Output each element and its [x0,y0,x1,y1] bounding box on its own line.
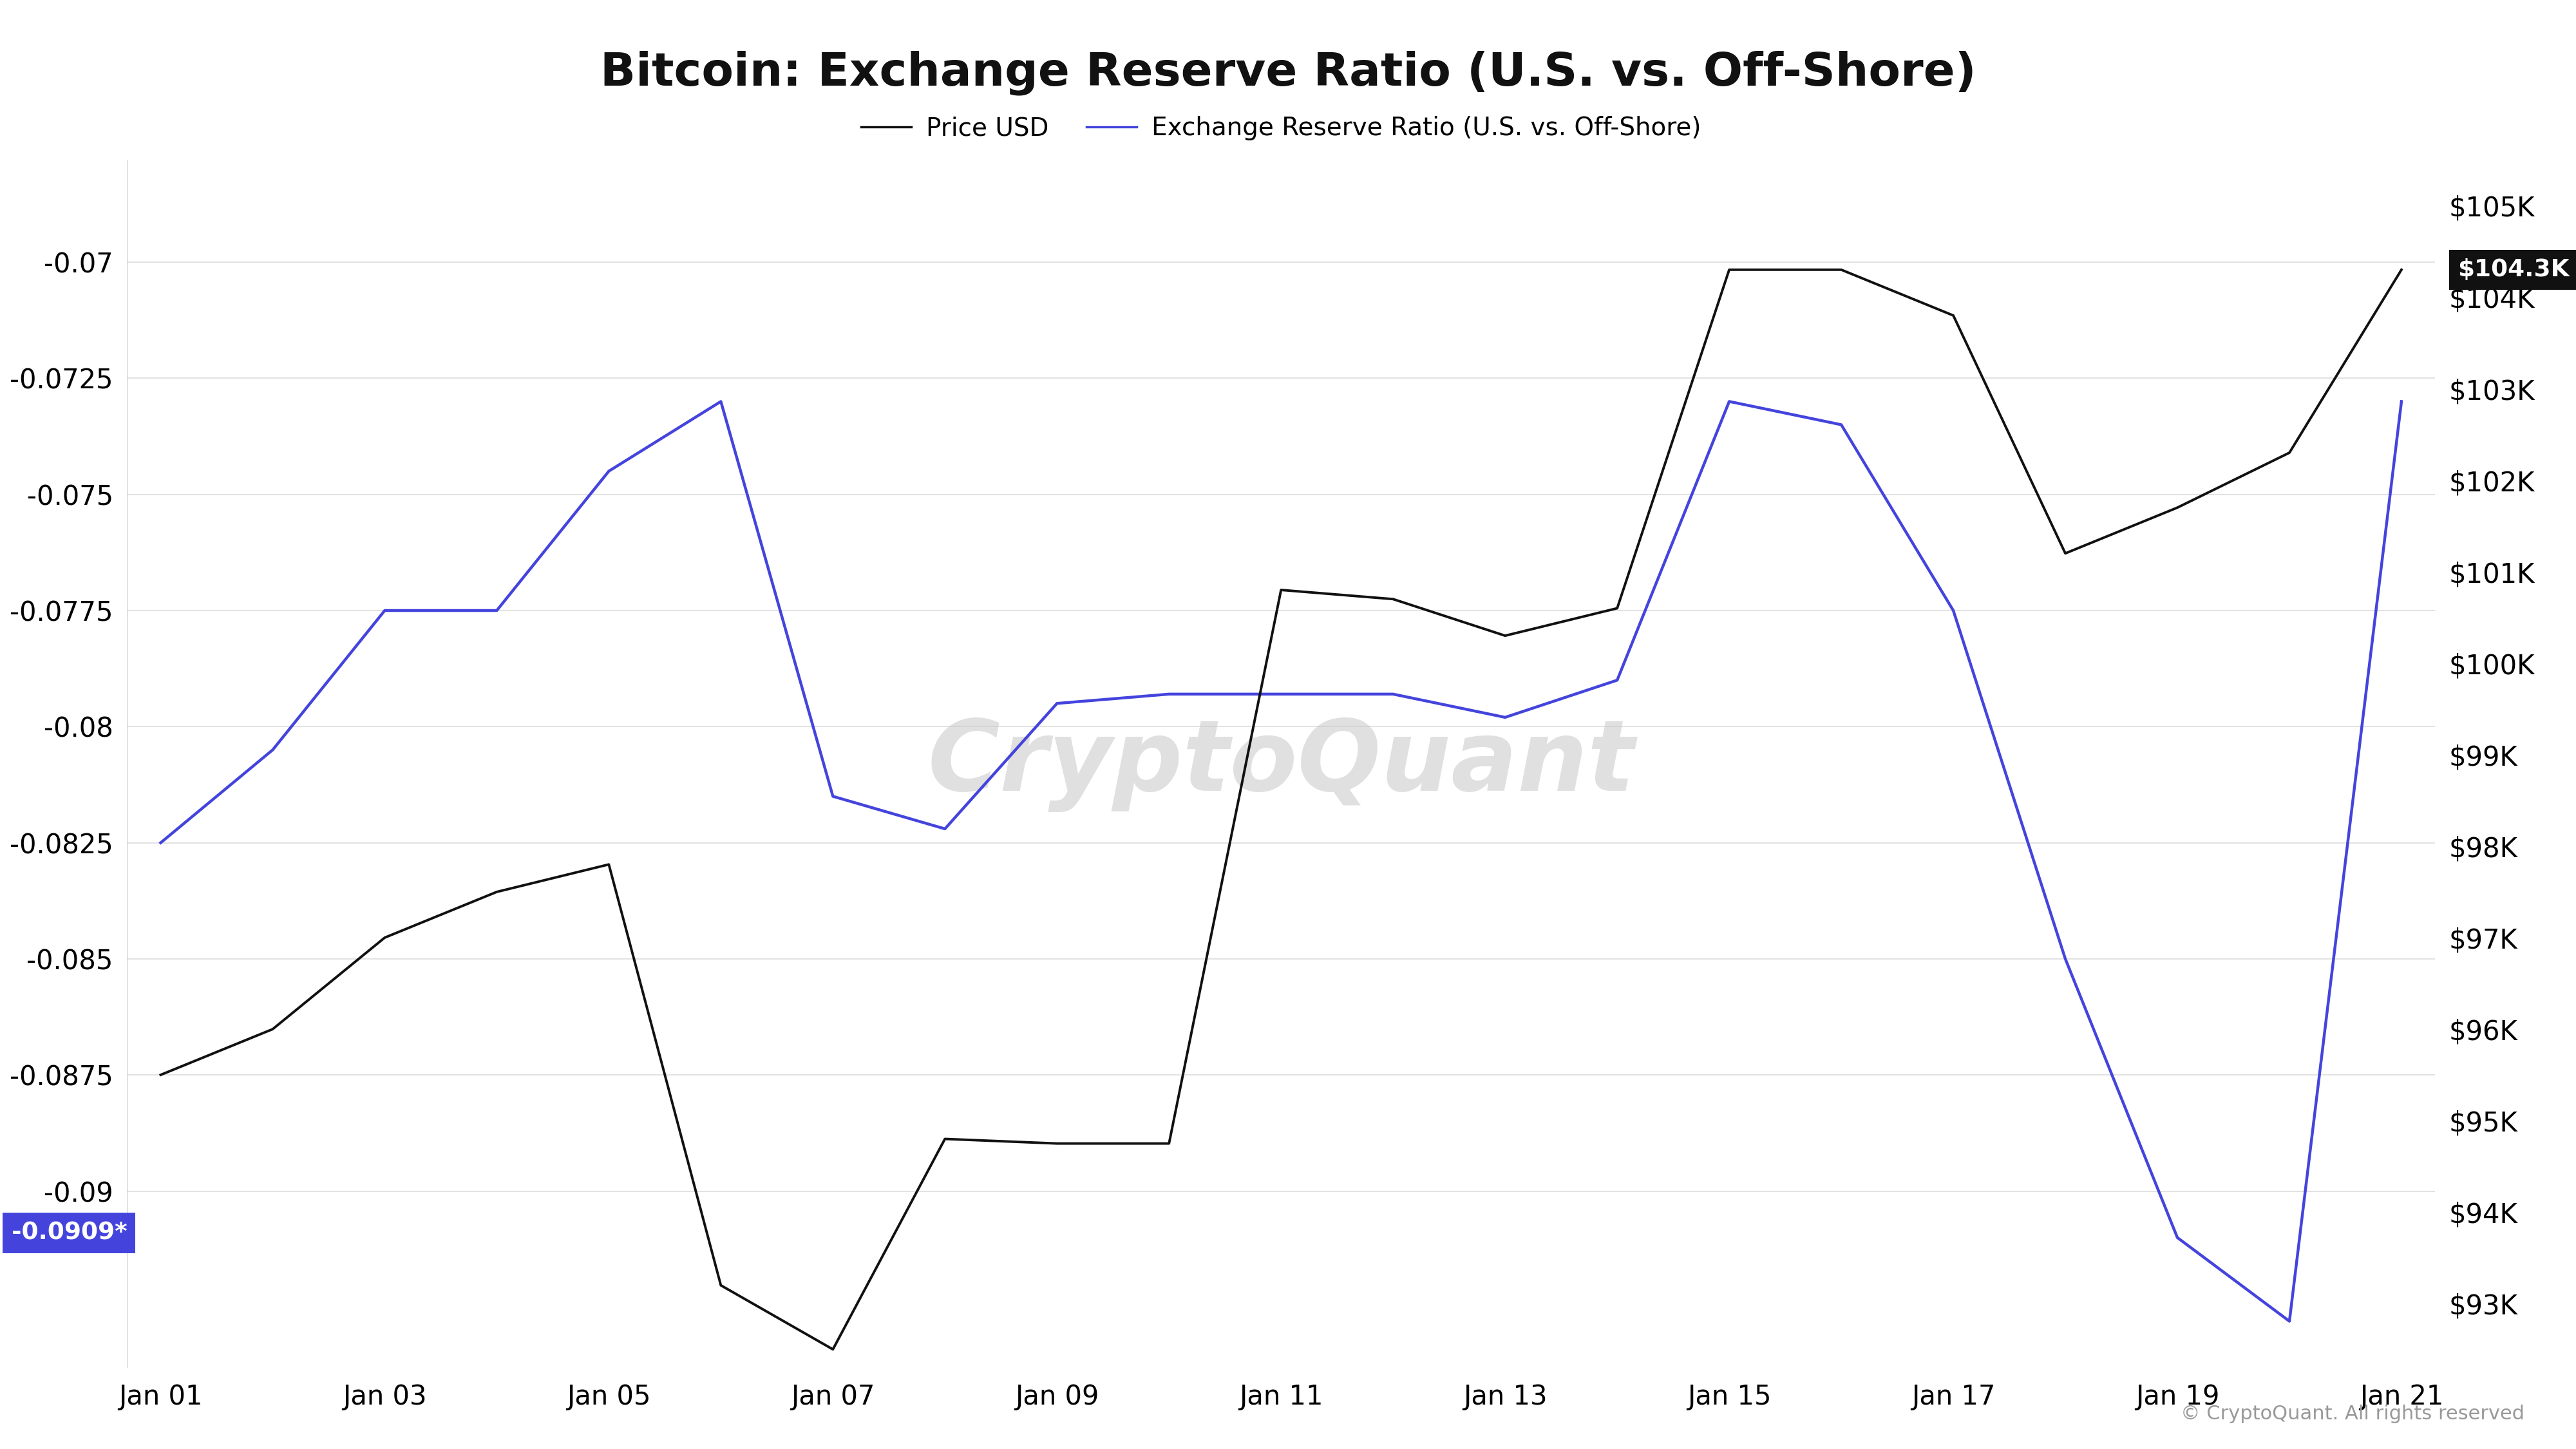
Legend: Price USD, Exchange Reserve Ratio (U.S. vs. Off-Shore): Price USD, Exchange Reserve Ratio (U.S. … [850,106,1710,151]
Text: $104.3K: $104.3K [2458,258,2568,281]
Text: CryptoQuant: CryptoQuant [927,716,1636,811]
Text: © CryptoQuant. All rights reserved: © CryptoQuant. All rights reserved [2179,1404,2524,1423]
Text: Bitcoin: Exchange Reserve Ratio (U.S. vs. Off-Shore): Bitcoin: Exchange Reserve Ratio (U.S. vs… [600,51,1976,96]
Text: -0.0909*: -0.0909* [10,1222,126,1245]
